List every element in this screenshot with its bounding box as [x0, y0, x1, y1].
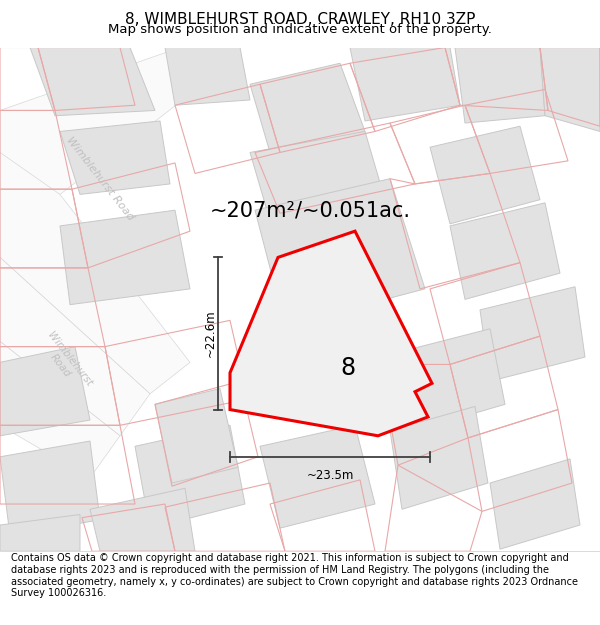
- Polygon shape: [540, 48, 600, 131]
- Text: Wimblehurst Road: Wimblehurst Road: [64, 135, 136, 222]
- Text: Map shows position and indicative extent of the property.: Map shows position and indicative extent…: [108, 22, 492, 36]
- Polygon shape: [250, 63, 365, 152]
- Polygon shape: [400, 329, 505, 431]
- Polygon shape: [390, 406, 488, 509]
- Text: ~23.5m: ~23.5m: [307, 469, 353, 482]
- Polygon shape: [60, 121, 170, 194]
- Text: Wimblehurst
Road: Wimblehurst Road: [36, 329, 94, 395]
- Text: ~207m²/~0.051ac.: ~207m²/~0.051ac.: [209, 200, 410, 220]
- Text: 8: 8: [341, 356, 356, 379]
- Polygon shape: [60, 210, 190, 304]
- Polygon shape: [430, 126, 540, 224]
- Polygon shape: [490, 459, 580, 549]
- Polygon shape: [155, 389, 238, 483]
- Polygon shape: [0, 347, 90, 436]
- Polygon shape: [135, 425, 245, 528]
- Polygon shape: [230, 231, 432, 436]
- Text: 8, WIMBLEHURST ROAD, CRAWLEY, RH10 3ZP: 8, WIMBLEHURST ROAD, CRAWLEY, RH10 3ZP: [125, 12, 475, 27]
- Text: ~22.6m: ~22.6m: [203, 309, 217, 358]
- Polygon shape: [0, 258, 150, 436]
- Polygon shape: [30, 48, 155, 116]
- Polygon shape: [0, 441, 100, 536]
- Polygon shape: [0, 341, 120, 478]
- Polygon shape: [350, 48, 460, 121]
- Polygon shape: [480, 287, 585, 381]
- Polygon shape: [0, 48, 210, 194]
- Text: Contains OS data © Crown copyright and database right 2021. This information is : Contains OS data © Crown copyright and d…: [11, 554, 578, 598]
- Polygon shape: [455, 48, 545, 123]
- Polygon shape: [90, 488, 195, 551]
- Polygon shape: [260, 425, 375, 528]
- Polygon shape: [255, 179, 425, 326]
- Polygon shape: [165, 48, 250, 105]
- Polygon shape: [450, 203, 560, 299]
- Polygon shape: [0, 152, 190, 394]
- Polygon shape: [250, 131, 385, 221]
- Polygon shape: [0, 514, 80, 551]
